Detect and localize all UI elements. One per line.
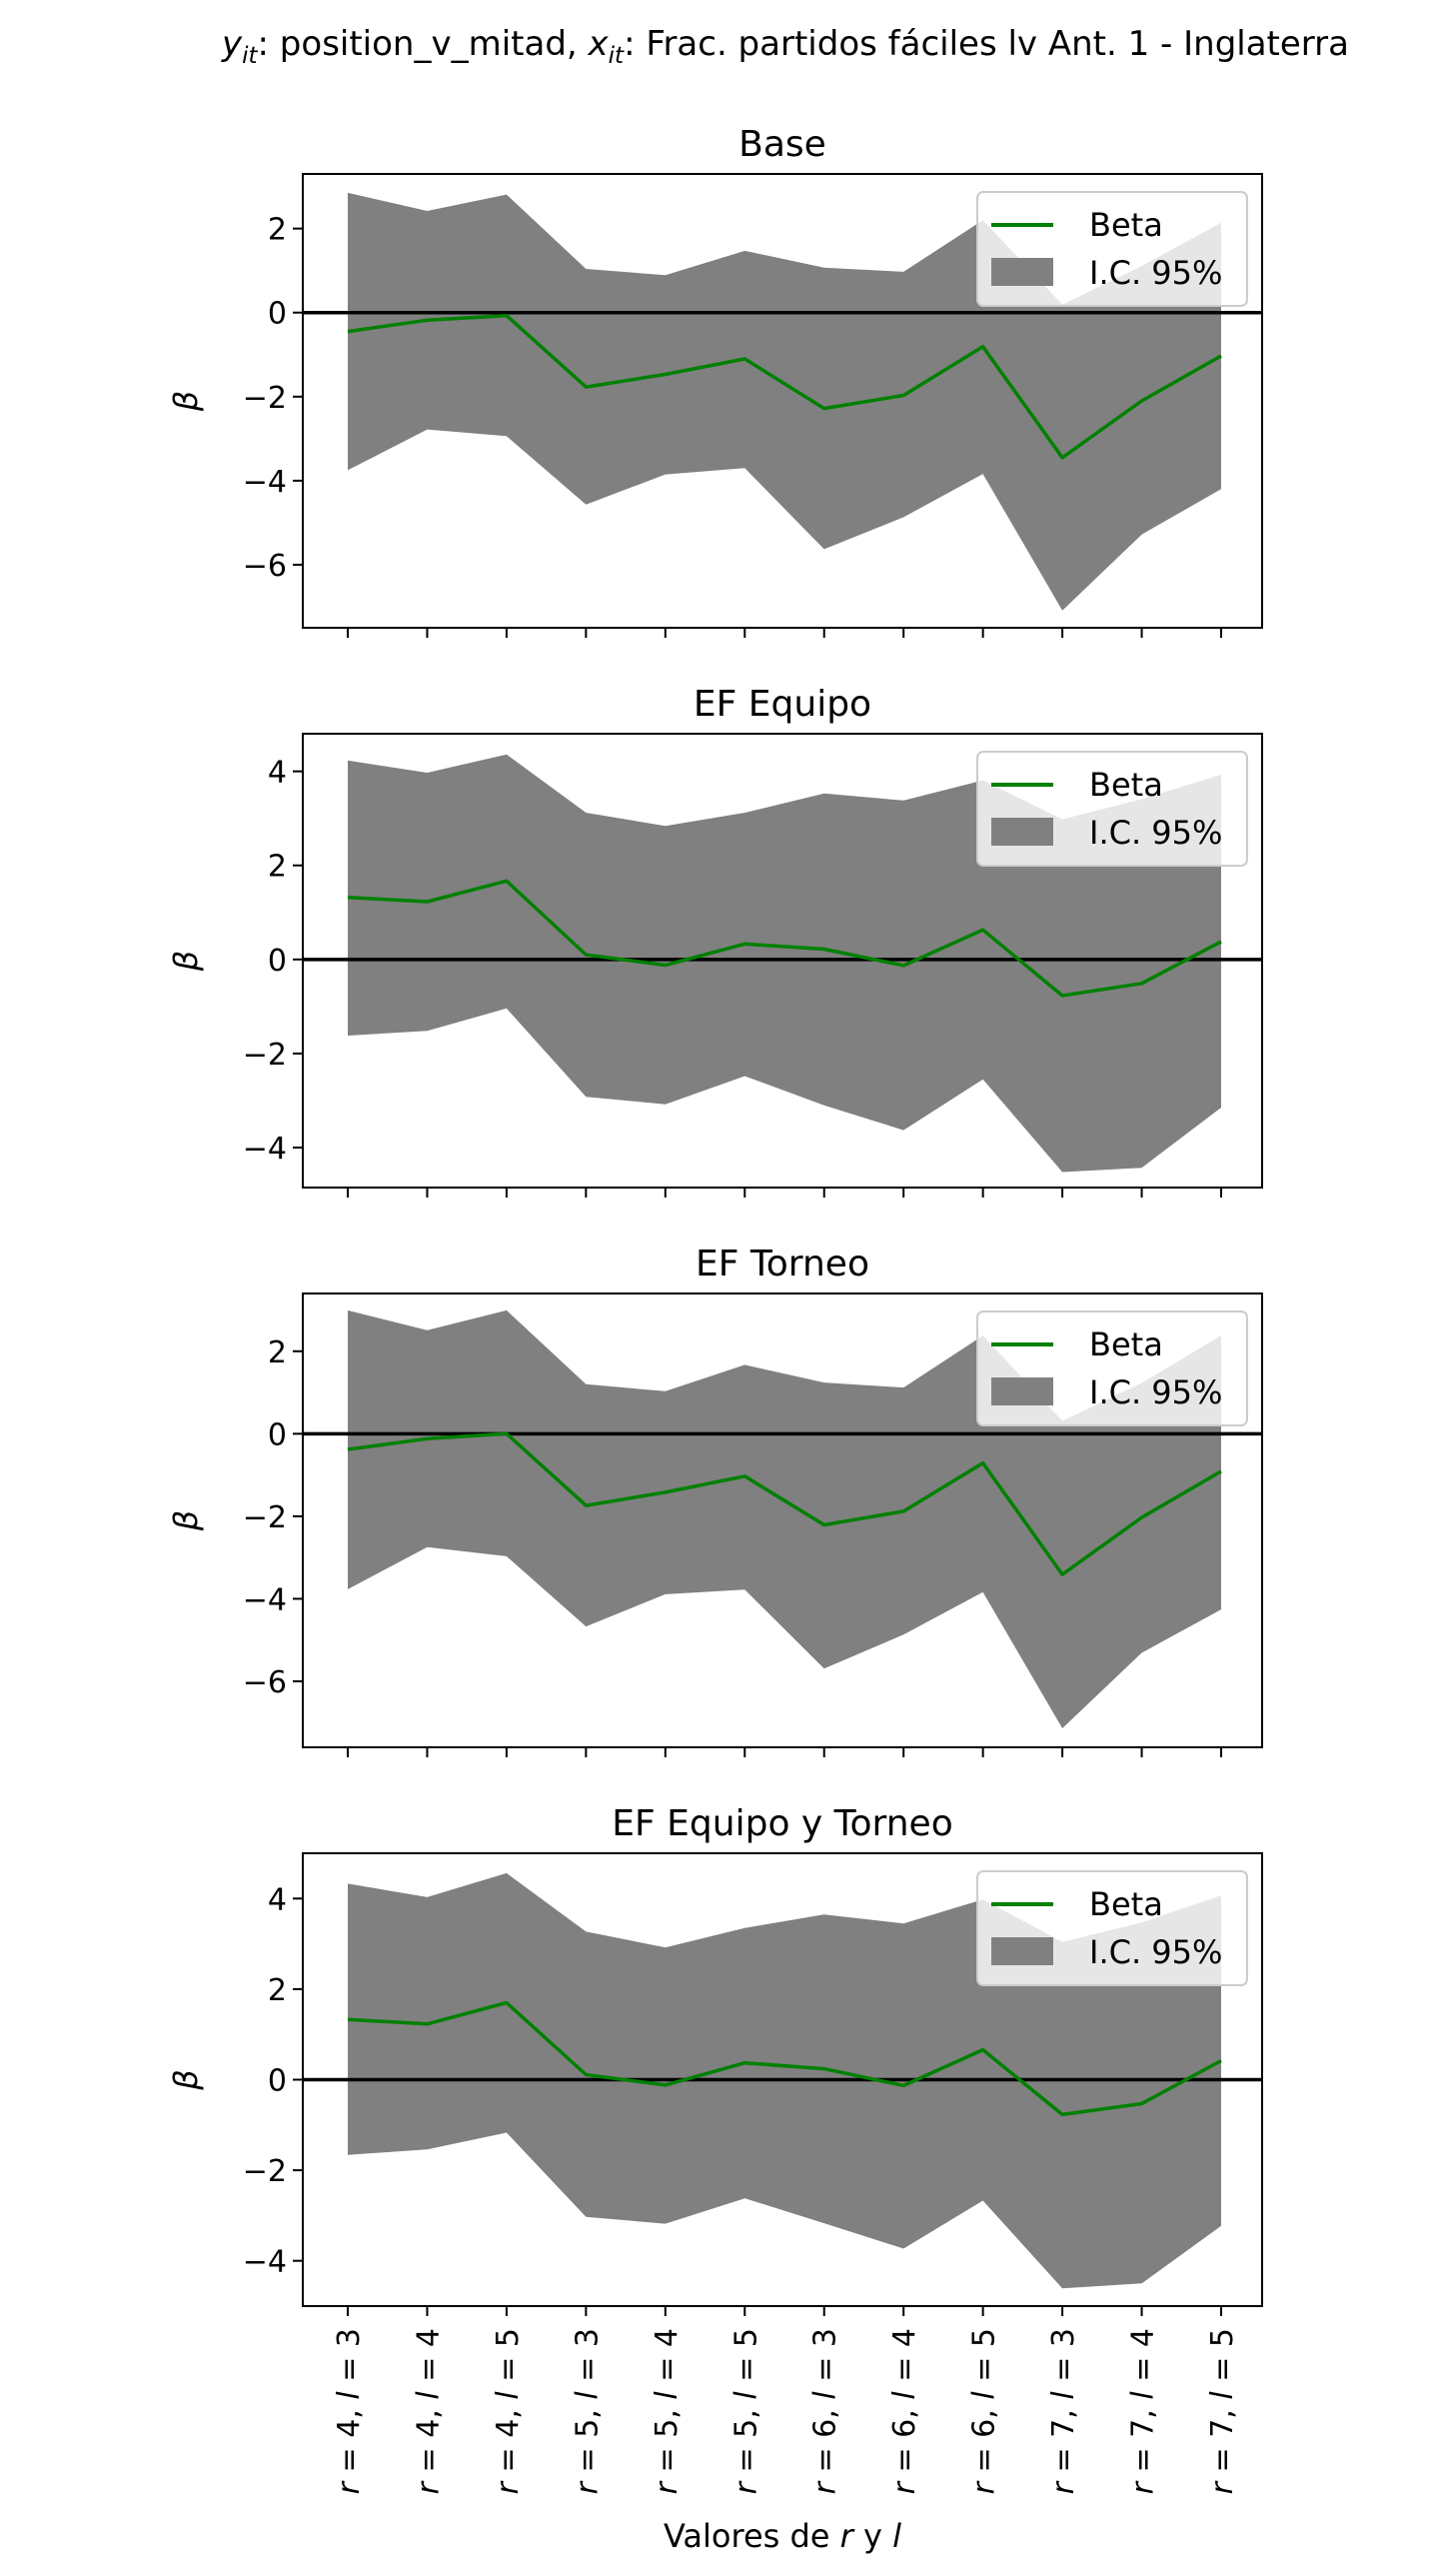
y-tick-label: −6	[243, 549, 287, 584]
y-tick-label: 2	[268, 1335, 287, 1370]
legend: Beta I.C. 95%	[976, 1870, 1248, 1986]
y-tick-label: −4	[243, 1582, 287, 1617]
x-tick-label: r = 4, l = 5	[491, 2328, 526, 2494]
legend-beta-label: Beta	[1089, 206, 1163, 244]
chart-panel-2: EF Equipo −4 −2 0 2 4 β Beta I.C. 95%	[167, 684, 1263, 1198]
y-tick-label: −2	[243, 2154, 287, 2189]
panel-title: EF Equipo	[694, 684, 871, 725]
legend-beta-label: Beta	[1089, 766, 1163, 804]
legend-beta-label: Beta	[1089, 1325, 1163, 1363]
x-tick-label: r = 7, l = 5	[1205, 2328, 1240, 2494]
figure-title: yit: position_v_mitad, xit: Frac. partid…	[221, 24, 1349, 69]
y-tick-label: 4	[268, 1882, 287, 1917]
y-axis-label: β	[167, 2069, 205, 2090]
y-axis-label: β	[167, 391, 205, 412]
y-tick-label: 2	[268, 1973, 287, 2008]
y-tick-label: −2	[243, 381, 287, 416]
legend-beta-label: Beta	[1089, 1885, 1163, 1923]
beta-line	[347, 879, 1222, 998]
x-tick-label: r = 6, l = 4	[887, 2328, 922, 2494]
y-tick-label: −2	[243, 1500, 287, 1535]
legend: Beta I.C. 95%	[976, 751, 1248, 867]
panel-title: EF Torneo	[696, 1244, 869, 1285]
x-axis-label: Valores de r y l	[664, 2517, 901, 2555]
legend-ci-swatch	[991, 818, 1053, 846]
axes-frame	[302, 173, 1263, 629]
chart-panels: Base −6 −4 −2 0 2 β Beta I.C. 95% EF Equipo −4 −2 0 2…	[167, 124, 1263, 2555]
panel-title: Base	[738, 124, 826, 165]
y-tick-label: −4	[243, 1132, 287, 1167]
y-tick-label: 0	[268, 1417, 287, 1452]
x-tick-label: r = 5, l = 4	[650, 2328, 685, 2494]
y-tick-label: 2	[268, 213, 287, 248]
panel-title: EF Equipo y Torneo	[612, 1803, 952, 1844]
axes-frame	[302, 1292, 1263, 1748]
y-tick-label: −4	[243, 465, 287, 500]
legend-ci-label: I.C. 95%	[1089, 1373, 1222, 1411]
beta-line	[347, 313, 1222, 460]
chart-panel-3: EF Torneo −6 −4 −2 0 2 β Beta I.C. 95%	[167, 1244, 1263, 1757]
y-tick-label: 0	[268, 944, 287, 979]
x-tick-label: r = 5, l = 3	[570, 2328, 605, 2494]
chart-panel-4: EF Equipo y Torneo −4 −2 0 2 4 β Beta I.C. 95% r …	[167, 1803, 1263, 2555]
legend-ci-swatch	[991, 1377, 1053, 1405]
x-tick-label: r = 7, l = 3	[1046, 2328, 1081, 2494]
y-axis-label: β	[167, 1510, 205, 1531]
x-tick-label: r = 4, l = 4	[411, 2328, 446, 2494]
legend-ci-swatch	[991, 258, 1053, 286]
legend-ci-label: I.C. 95%	[1089, 1933, 1222, 1971]
y-tick-label: 0	[268, 2064, 287, 2099]
legend-ci-label: I.C. 95%	[1089, 254, 1222, 292]
legend-ci-label: I.C. 95%	[1089, 814, 1222, 852]
y-tick-label: 4	[268, 756, 287, 791]
beta-line	[347, 2000, 1222, 2117]
y-tick-label: 0	[268, 297, 287, 332]
x-tick-label: r = 6, l = 5	[967, 2328, 1002, 2494]
legend-ci-swatch	[991, 1937, 1053, 1965]
y-tick-label: −6	[243, 1665, 287, 1700]
y-tick-label: −4	[243, 2245, 287, 2280]
y-axis-label: β	[167, 951, 205, 972]
legend: Beta I.C. 95%	[976, 1310, 1248, 1426]
axes-frame	[302, 733, 1263, 1189]
y-tick-label: 2	[268, 850, 287, 885]
y-tick-label: −2	[243, 1038, 287, 1073]
x-tick-label: r = 6, l = 3	[808, 2328, 843, 2494]
x-tick-label: r = 5, l = 5	[728, 2328, 763, 2494]
beta-line	[347, 1431, 1222, 1576]
chart-panel-1: Base −6 −4 −2 0 2 β Beta I.C. 95%	[167, 124, 1263, 638]
x-tick-label: r = 4, l = 3	[332, 2328, 367, 2494]
legend: Beta I.C. 95%	[976, 191, 1248, 307]
x-tick-label: r = 7, l = 4	[1126, 2328, 1161, 2494]
